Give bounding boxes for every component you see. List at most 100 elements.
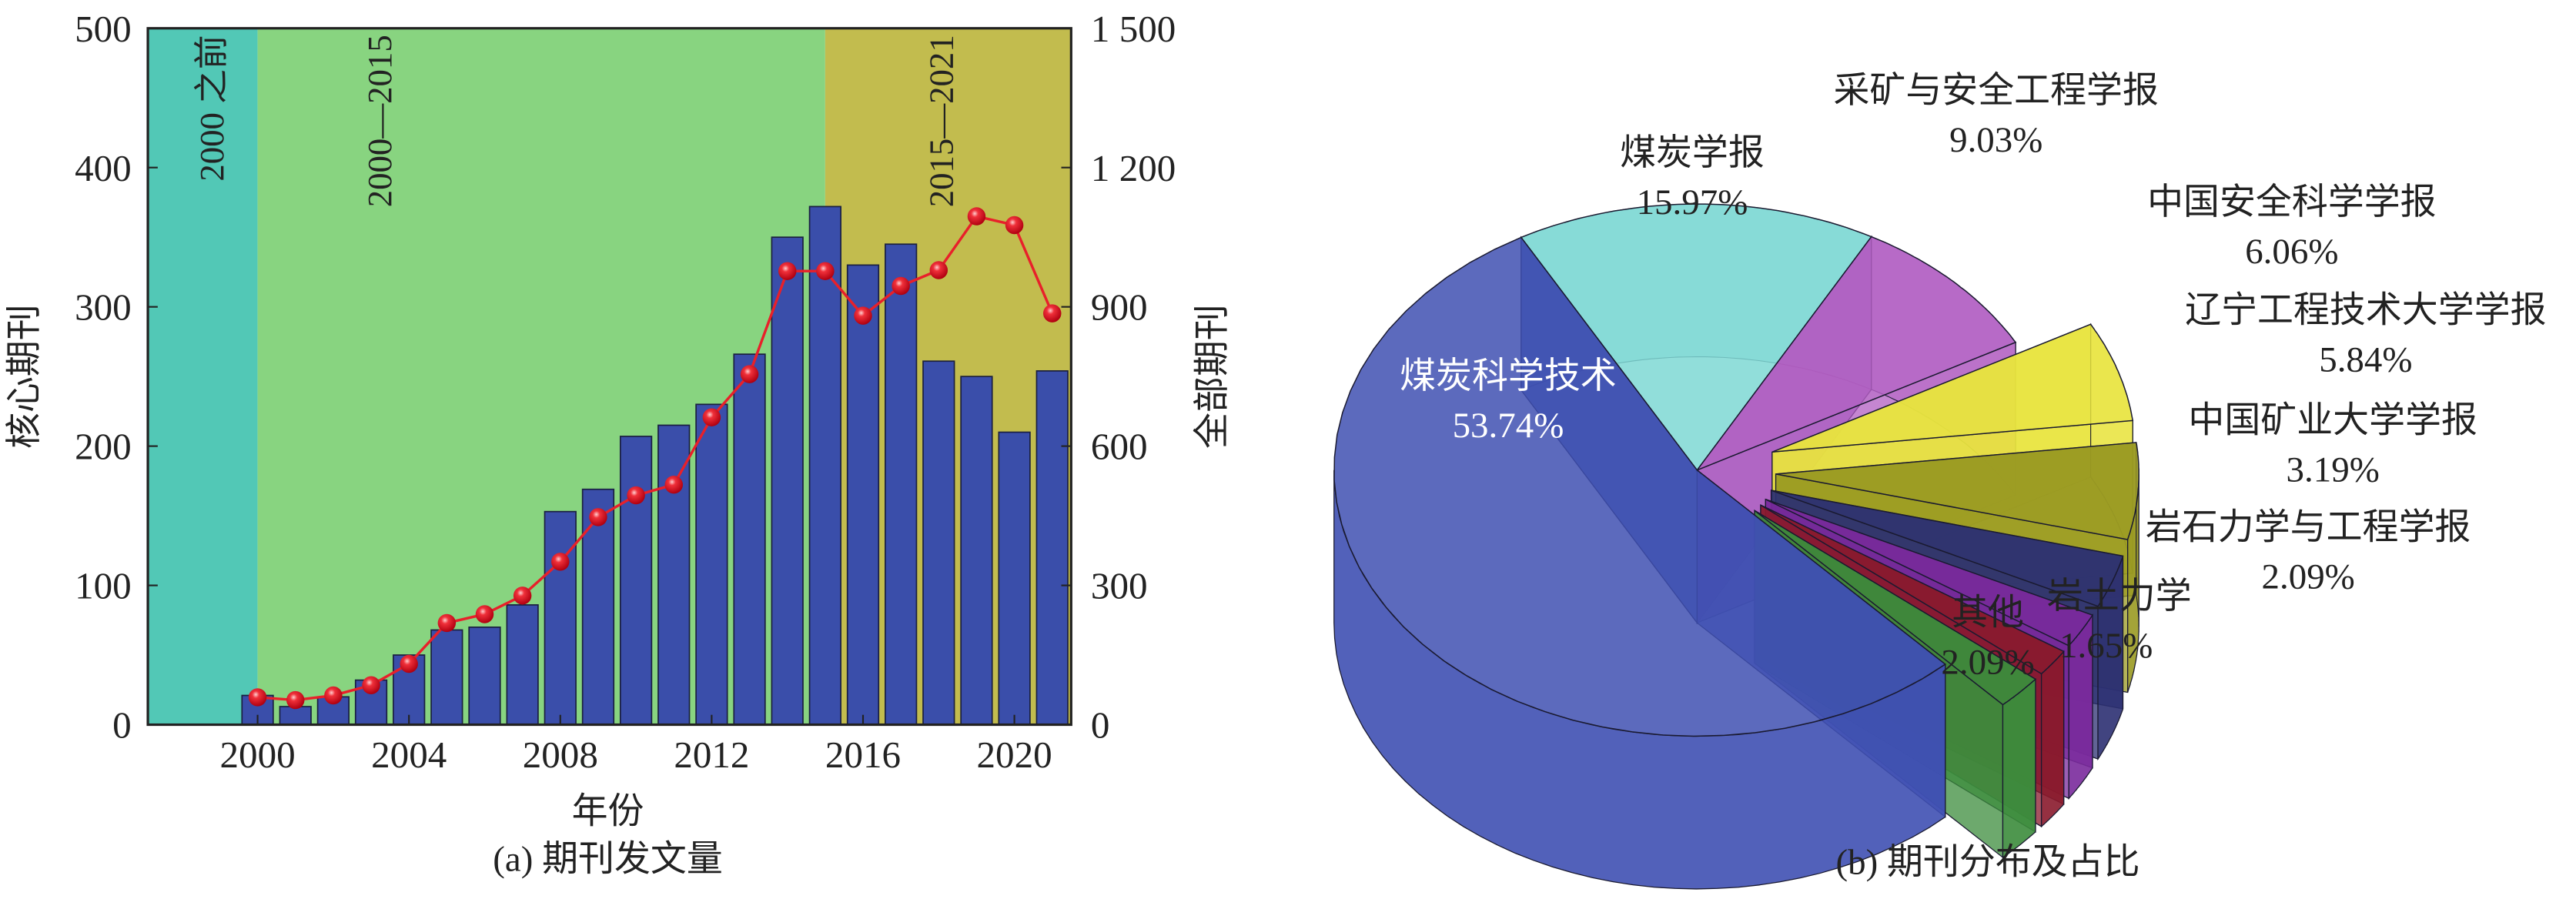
bar [468,627,501,726]
pie-chart: 煤炭学报 15.97% 采矿与安全工程学报 9.03% 中国安全科学学报 6.06% 辽宁工… [1333,71,2547,890]
line-point [286,690,305,710]
bar [771,236,804,726]
bar [808,206,841,726]
pie-percent: 15.97% [1637,182,1748,222]
line-point [248,688,267,707]
line-point [324,686,343,705]
bar [846,264,880,726]
pie-slice [1760,504,2065,675]
line-point [702,408,721,426]
line-point [892,276,910,296]
bar [544,510,577,726]
line-point [854,306,872,325]
plot-frame [146,27,1072,727]
period-band [257,28,825,725]
y2-tick-label: 1 500 [1091,8,1176,50]
line-point [1043,304,1062,322]
bar [922,360,955,726]
pie-label: 岩土力学 [2047,576,2192,617]
pie-slice [1520,203,1872,472]
pie-label: 中国矿业大学学报 [2188,401,2477,441]
y-tick-label: 100 [75,565,132,607]
pie-label: 岩石力学与工程学报 [2146,507,2471,547]
pie-slice-wall [2040,650,2065,828]
bar-line-chart: 2000 之前 2000—2015 2015—2021 0 100 200 300 400 5… [5,8,1233,880]
line-point [475,605,494,623]
line-point [1005,216,1024,235]
pie-slice [1775,442,2139,540]
line-point [437,613,457,633]
pie-percent: 3.19% [2287,450,2380,490]
period-label: 2015—2021 [922,35,961,207]
line-point [362,676,380,694]
pie-label: 其他 [1952,593,2024,633]
line-point [627,486,645,505]
caption-a: (a) 期刊发文量 [493,839,723,879]
pie-label: 采矿与安全工程学报 [1834,71,2159,111]
line-point [400,654,418,673]
bar [733,353,766,726]
line-point [589,508,607,526]
pie-percent: 5.84% [2319,340,2412,380]
pie-label: 辽宁工程技术大学学报 [2185,291,2546,331]
line-point [967,207,986,226]
x-tick-label: 2016 [825,734,901,776]
y-axis-label: 核心期刊 [5,304,45,449]
pie-slice [1765,499,2094,647]
bar [695,403,728,726]
line-point [929,261,948,279]
line-point [740,365,759,383]
bar [657,424,691,726]
pie-percent: 9.03% [1949,120,2042,160]
y2-tick-label: 900 [1091,286,1148,329]
period-label: 2000—2015 [360,35,399,207]
series-line [257,215,1054,702]
y-tick-label: 400 [75,147,132,189]
bar [885,243,918,726]
pie-percent: 1.65% [2059,626,2153,666]
line-point [551,553,570,571]
y-tick-label: 200 [75,426,132,468]
x-tick-label: 2000 [220,734,296,776]
pie-label: 中国安全科学学报 [2147,182,2437,222]
y2-tick-label: 300 [1091,565,1148,607]
pie-percent: 2.09% [2262,556,2355,597]
x-tick-label: 2008 [523,734,598,776]
bar [960,376,993,726]
caption-b: (b) 期刊分布及占比 [1836,843,2140,883]
y-tick-label: 300 [75,286,132,329]
period-label: 2000 之前 [192,35,231,181]
x-tick-label: 2020 [977,734,1052,776]
bar [430,629,463,726]
pie-percent: 53.74% [1453,406,1564,446]
y-tick-label: 0 [112,704,132,747]
bar [998,431,1031,726]
y2-axis-label: 全部期刊 [1193,304,1233,449]
y2-tick-label: 1 200 [1091,147,1176,189]
y-tick-label: 500 [75,8,132,50]
x-tick-label: 2012 [674,734,749,776]
pie-slice [1333,236,1947,737]
x-axis-label: 年份 [572,792,644,832]
period-band [148,28,258,725]
pie-label: 煤炭科学技术 [1400,356,1617,396]
pie-slice-wall [2002,678,2036,859]
x-tick-label: 2004 [371,734,447,776]
pie-percent: 2.09% [1941,642,2034,682]
pie-slice [1771,323,2134,453]
pie-percent: 6.06% [2245,232,2338,272]
pie-slice [1754,510,2037,706]
line-point [816,262,835,280]
line-point [778,262,797,280]
line-point [513,587,532,605]
line-point [664,475,683,494]
bar [619,436,653,726]
y2-tick-label: 0 [1091,704,1110,747]
bar [279,706,312,726]
pie-slice [1695,236,2017,472]
bar [506,604,539,726]
pie-label: 煤炭学报 [1620,133,1765,173]
pie-slice [1771,490,2124,607]
y2-tick-label: 600 [1091,426,1148,468]
